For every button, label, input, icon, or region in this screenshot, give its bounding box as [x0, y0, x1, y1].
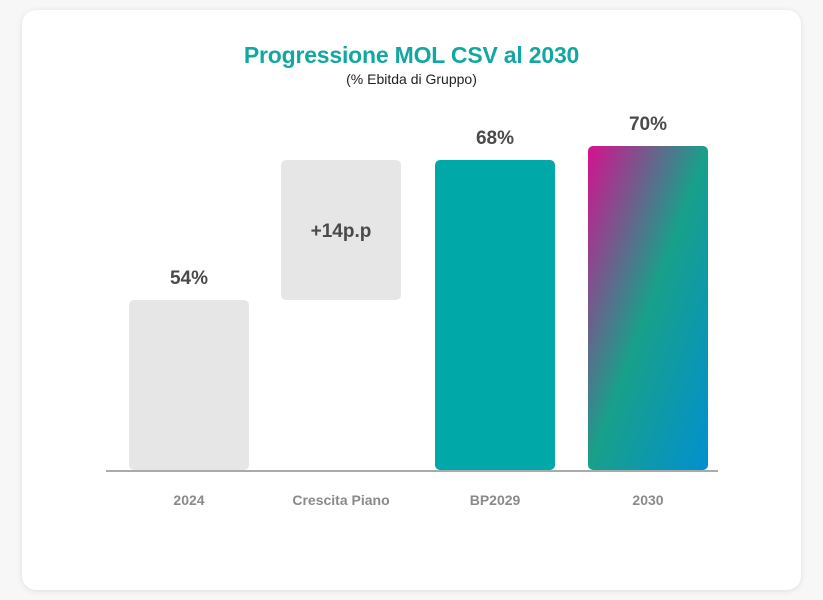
bar-2024	[129, 300, 249, 470]
x-tick-label: Crescita Piano	[292, 492, 389, 508]
data-label: 68%	[476, 128, 514, 149]
x-tick-label: 2030	[632, 492, 663, 508]
data-label: 70%	[629, 114, 667, 135]
bar-2030	[588, 146, 708, 470]
x-tick-label: BP2029	[470, 492, 521, 508]
x-tick-label: 2024	[173, 492, 204, 508]
chart-title: Progressione MOL CSV al 2030	[243, 42, 580, 68]
chart-subtitle: (% Ebitda di Gruppo)	[346, 71, 477, 87]
bar-bp2029	[435, 160, 555, 470]
bar-crescita-piano	[281, 160, 401, 300]
data-label: +14p.p	[311, 221, 372, 242]
data-label: 54%	[170, 268, 208, 289]
